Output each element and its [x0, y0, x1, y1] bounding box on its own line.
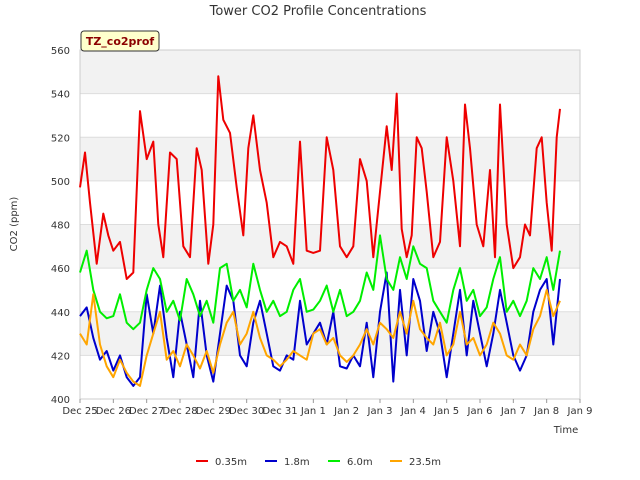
x-tick-label: Dec 31 [262, 406, 297, 417]
x-tick-label: Jan 7 [500, 406, 526, 417]
legend: 0.35m 1.8m 6.0m 23.5m [196, 457, 441, 468]
y-tick-label: 460 [51, 264, 70, 275]
x-tick-label: Dec 29 [196, 406, 231, 417]
x-tick-label: Dec 28 [162, 406, 197, 417]
x-tick-label: Dec 25 [62, 406, 97, 417]
legend-label: 1.8m [284, 457, 310, 468]
x-tick-label: Dec 26 [96, 406, 131, 417]
x-tick-label: Jan 1 [300, 406, 326, 417]
legend-label: 6.0m [347, 457, 373, 468]
y-tick-label: 520 [51, 133, 70, 144]
x-tick-label: Jan 9 [567, 406, 593, 417]
series-line-1-8m [79, 271, 561, 387]
y-tick-labels: 400 420 440 460 480 500 520 540 560 [51, 46, 70, 406]
chart-tag: TZ_co2prof [80, 30, 160, 52]
series-line-23-5m [79, 288, 561, 387]
y-tick-label: 540 [51, 90, 70, 101]
background-band [80, 50, 580, 94]
y-tick-label: 560 [51, 46, 70, 57]
x-axis-label: Time [553, 425, 578, 436]
y-tick-label: 480 [51, 221, 70, 232]
series-line-6-0m [79, 234, 561, 331]
legend-label: 0.35m [215, 457, 247, 468]
background-band [80, 137, 580, 181]
y-tick-label: 440 [51, 308, 70, 319]
y-tick-label: 420 [51, 351, 70, 362]
y-axis-label: CO2 (ppm) [9, 197, 20, 252]
x-tick-label: Jan 6 [467, 406, 493, 417]
tag-label: TZ_co2prof [86, 35, 155, 48]
y-tick-label: 400 [51, 395, 70, 406]
plot-frame [79, 49, 581, 400]
x-tick-label: Jan 5 [433, 406, 459, 417]
x-tick-label: Dec 27 [129, 406, 164, 417]
legend-label: 23.5m [409, 457, 441, 468]
series-line-0-35m [79, 75, 561, 280]
y-tick-label: 500 [51, 177, 70, 188]
series-layer [79, 75, 561, 387]
x-tick-label: Jan 2 [333, 406, 359, 417]
tag-box [80, 30, 160, 52]
x-tick-label: Dec 30 [229, 406, 264, 417]
chart-title: Tower CO2 Profile Concentrations [209, 4, 427, 19]
x-tick-label: Jan 3 [367, 406, 393, 417]
x-tick-label: Jan 4 [400, 406, 426, 417]
x-tick-label: Jan 8 [533, 406, 559, 417]
background-band [80, 224, 580, 269]
